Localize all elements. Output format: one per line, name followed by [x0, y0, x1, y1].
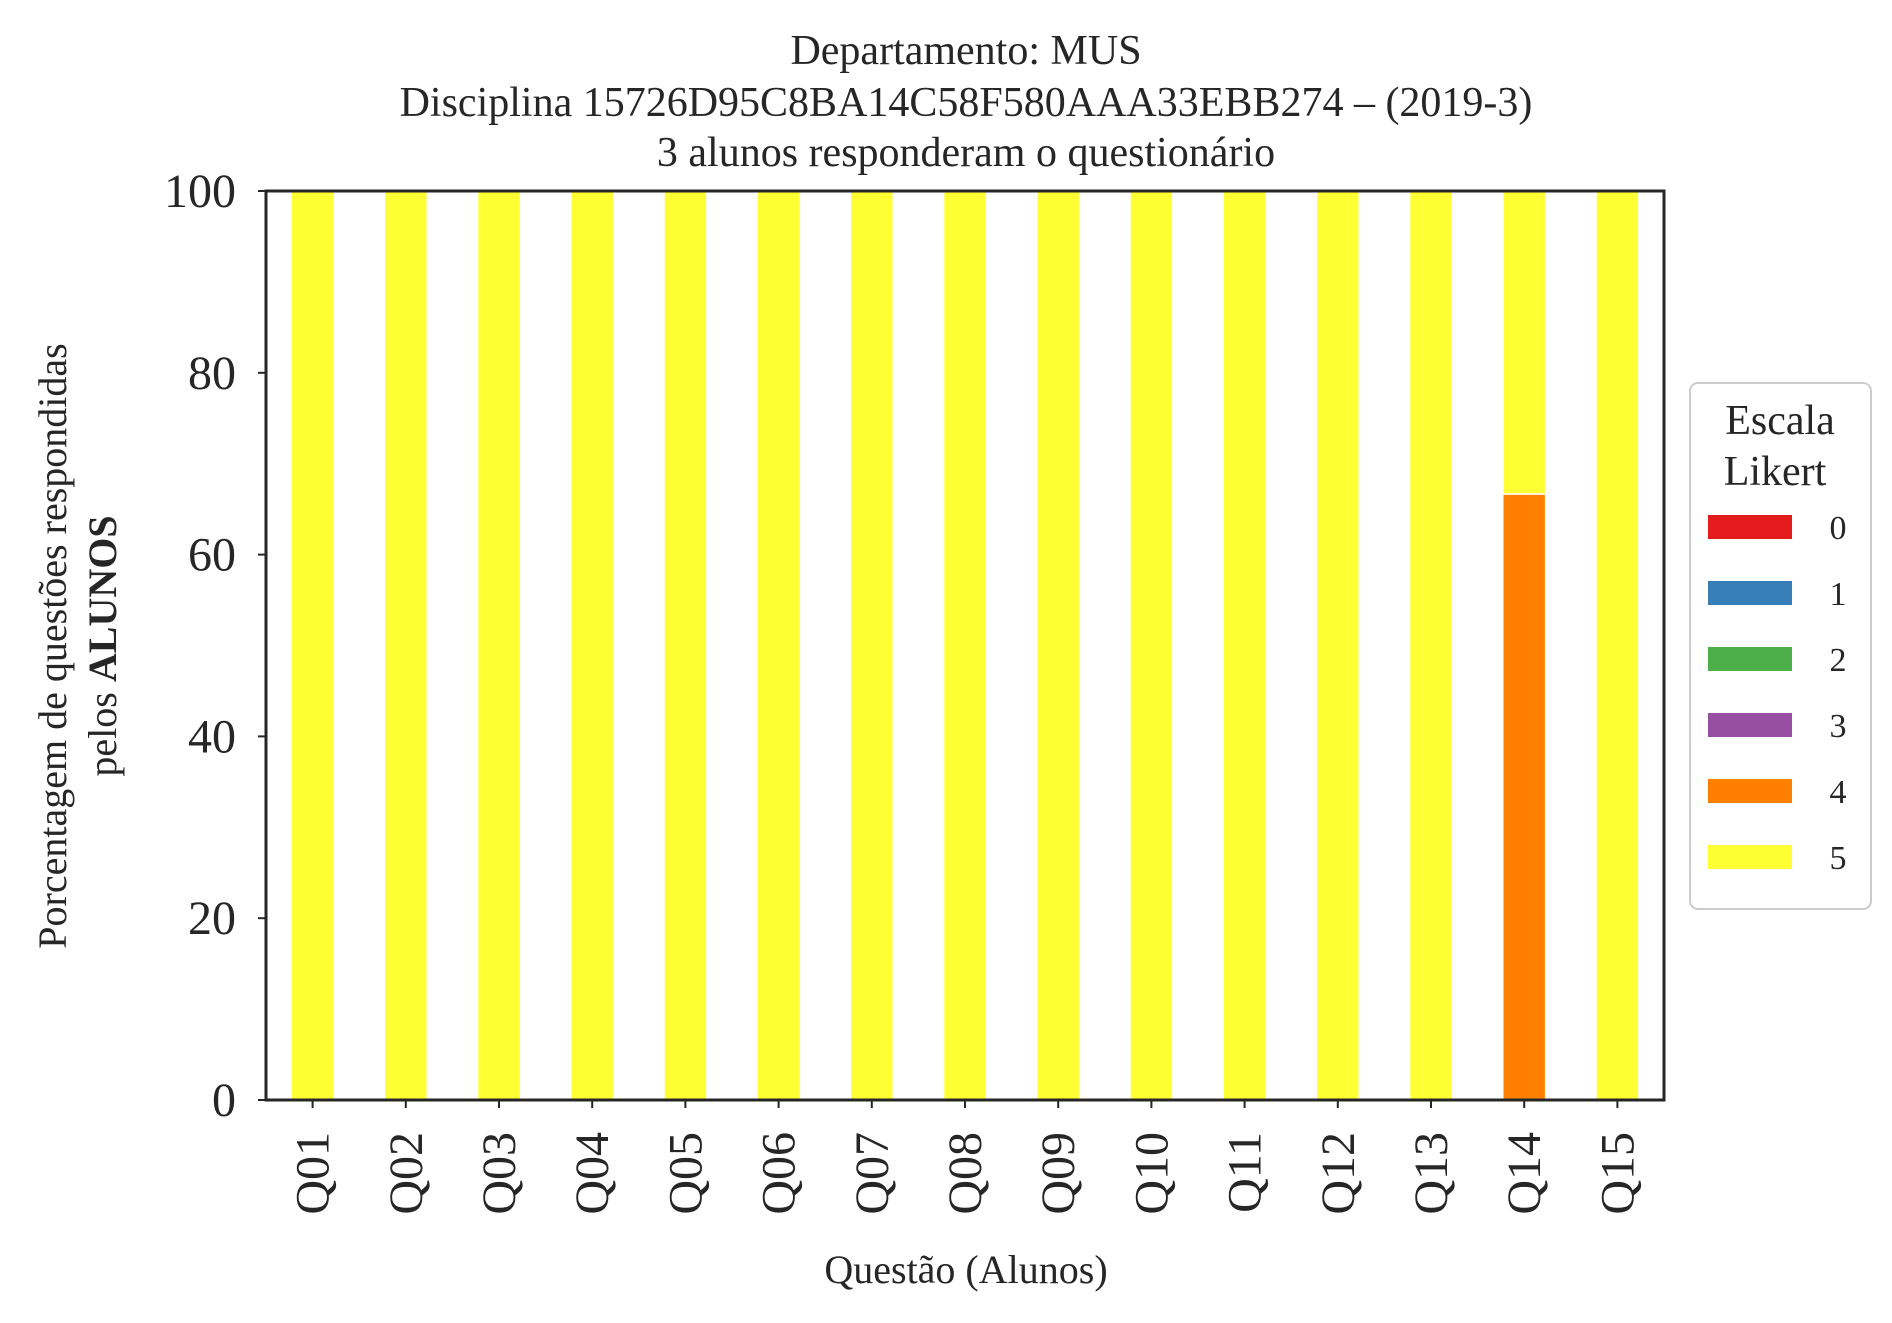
bar-q02-likert-5 — [383, 190, 428, 1101]
bar-q14-likert-4 — [1502, 493, 1547, 1101]
x-tick-label-q12: Q12 — [1312, 1132, 1365, 1215]
y-axis-label-line-1: Porcentagem de questões respondidas — [30, 343, 75, 948]
x-tick-label-q06: Q06 — [753, 1132, 806, 1215]
y-tick-label-60: 60 — [188, 529, 236, 582]
x-tick-label-q11: Q11 — [1219, 1132, 1272, 1213]
bar-q10-likert-5 — [1129, 190, 1174, 1101]
y-tick-label-20: 20 — [188, 892, 236, 945]
bar-q13-likert-5 — [1408, 190, 1454, 1101]
legend-swatch-2 — [1708, 647, 1792, 671]
y-tick-label-0: 0 — [212, 1074, 236, 1127]
chart-title-line-2: Disciplina 15726D95C8BA14C58F580AAA33EBB… — [400, 80, 1533, 126]
x-tick-label-q07: Q07 — [846, 1132, 899, 1215]
x-tick-label-q13: Q13 — [1405, 1132, 1458, 1215]
bar-q01-likert-5 — [290, 190, 335, 1101]
y-tick-label-80: 80 — [188, 347, 236, 400]
legend-label-1: 1 — [1830, 576, 1847, 613]
legend-label-2: 2 — [1830, 642, 1847, 679]
bar-q12-likert-5 — [1315, 190, 1360, 1101]
legend-label-5: 5 — [1830, 840, 1847, 877]
legend-swatch-5 — [1708, 845, 1792, 869]
bar-q11-likert-5 — [1222, 190, 1267, 1101]
x-tick-label-q04: Q04 — [566, 1132, 619, 1215]
bars-group — [290, 190, 1640, 1101]
legend: Escala Likert 0 1 2 3 4 5 — [1689, 382, 1872, 910]
x-tick-label-q02: Q02 — [380, 1132, 433, 1215]
legend-title-line-1: Escala — [1725, 398, 1835, 444]
x-tick-label-q15: Q15 — [1591, 1132, 1644, 1215]
legend-swatch-4 — [1708, 779, 1792, 803]
chart-title-line-1: Departamento: MUS — [790, 28, 1141, 74]
x-axis-ticks: Q01 Q02 Q03 Q04 Q05 Q06 Q07 Q08 Q09 Q10 Q11 Q12 Q13 Q… — [287, 1100, 1644, 1215]
x-tick-label-q03: Q03 — [473, 1132, 526, 1215]
x-tick-label-q05: Q05 — [659, 1132, 712, 1215]
y-axis-label: Porcentagem de questões respondidas pelo… — [30, 343, 125, 948]
bar-q14-likert-5 — [1502, 190, 1547, 495]
x-tick-label-q01: Q01 — [287, 1132, 340, 1215]
y-axis-label-prefix: pelos — [80, 682, 125, 776]
legend-swatch-1 — [1708, 581, 1792, 605]
bar-q04-likert-5 — [570, 190, 615, 1101]
y-axis-label-bold: ALUNOS — [80, 515, 125, 682]
legend-items: 0 1 2 3 4 5 — [1708, 510, 1847, 877]
legend-title-line-2: Likert — [1724, 449, 1827, 495]
y-tick-label-40: 40 — [188, 710, 236, 763]
bar-q03-likert-5 — [476, 190, 522, 1101]
bar-q15-likert-5 — [1595, 190, 1640, 1101]
chart-title-line-3: 3 alunos responderam o questionário — [657, 130, 1275, 176]
bar-q07-likert-5 — [849, 190, 894, 1101]
bar-q05-likert-5 — [663, 190, 708, 1101]
x-axis-label: Questão (Alunos) — [824, 1247, 1107, 1292]
legend-label-3: 3 — [1830, 708, 1847, 745]
legend-box — [1689, 382, 1872, 910]
legend-label-4: 4 — [1830, 774, 1847, 811]
legend-swatch-0 — [1708, 515, 1792, 539]
legend-label-0: 0 — [1830, 510, 1847, 547]
bar-q08-likert-5 — [942, 190, 988, 1101]
y-axis-label-line-2: pelos ALUNOS — [80, 515, 125, 776]
x-tick-label-q08: Q08 — [939, 1132, 992, 1215]
x-tick-label-q10: Q10 — [1125, 1132, 1178, 1215]
x-tick-label-q14: Q14 — [1498, 1132, 1551, 1215]
legend-swatch-3 — [1708, 713, 1792, 737]
y-axis-ticks: 0 20 40 60 80 100 — [164, 165, 266, 1127]
y-tick-label-100: 100 — [164, 165, 236, 218]
bar-q09-likert-5 — [1036, 190, 1081, 1101]
x-tick-label-q09: Q09 — [1032, 1132, 1085, 1215]
chart-title: Departamento: MUS Disciplina 15726D95C8B… — [400, 28, 1533, 176]
bar-q06-likert-5 — [756, 190, 801, 1101]
